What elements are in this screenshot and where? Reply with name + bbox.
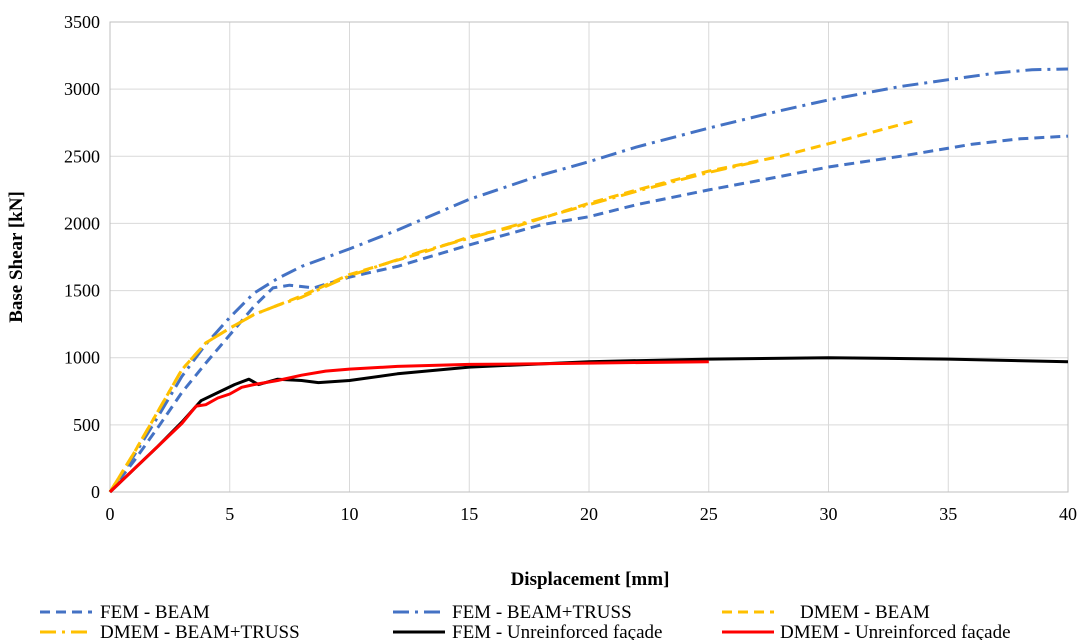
y-tick-label: 3500	[64, 12, 100, 32]
plot-border	[109, 21, 1069, 493]
y-tick-label: 2500	[64, 146, 100, 166]
y-tick-label: 1000	[64, 348, 100, 368]
y-tick-label: 500	[73, 415, 100, 435]
series-group	[108, 67, 1069, 494]
plot-area	[109, 21, 1069, 493]
x-tick-label: 20	[580, 504, 598, 524]
y-tick-label: 0	[91, 482, 100, 502]
x-axis-ticks: 0 5 10 15 20 25 30 35 40	[106, 504, 1078, 524]
x-tick-label: 25	[700, 504, 718, 524]
x-tick-label: 40	[1059, 504, 1077, 524]
legend-label-3: DMEM - BEAM	[800, 602, 930, 623]
legend-label-1: FEM - BEAM	[100, 602, 210, 623]
series-line-4	[108, 160, 758, 493]
series-line-6	[108, 360, 709, 494]
y-tick-label: 3000	[64, 79, 100, 99]
y-tick-label: 1500	[64, 281, 100, 301]
x-axis-title: Displacement [mm]	[511, 569, 670, 590]
legend: FEM - BEAM FEM - BEAM+TRUSS DMEM - BEAMDME…	[40, 602, 1011, 640]
legend-label-6: DMEM - Unreinforced façade	[780, 622, 1011, 640]
legend-label-5: FEM - Unreinforced façade	[452, 622, 662, 640]
series-line-1	[108, 134, 1069, 493]
x-tick-label: 30	[820, 504, 838, 524]
x-tick-label: 35	[939, 504, 957, 524]
x-tick-label: 0	[106, 504, 115, 524]
series-line-2	[108, 67, 1069, 493]
y-axis-ticks: 0 500 1000 1500 2000 2500 3000 3500	[64, 12, 100, 502]
y-axis-title: Base Shear [kN]	[6, 191, 27, 323]
x-tick-label: 15	[460, 504, 478, 524]
x-tick-label: 5	[225, 504, 234, 524]
legend-label-4: DMEM - BEAM+TRUSS	[100, 622, 300, 640]
legend-label-2: FEM - BEAM+TRUSS	[452, 602, 632, 623]
x-tick-label: 10	[341, 504, 359, 524]
y-tick-label: 2000	[64, 213, 100, 233]
series-line-3	[108, 119, 913, 493]
